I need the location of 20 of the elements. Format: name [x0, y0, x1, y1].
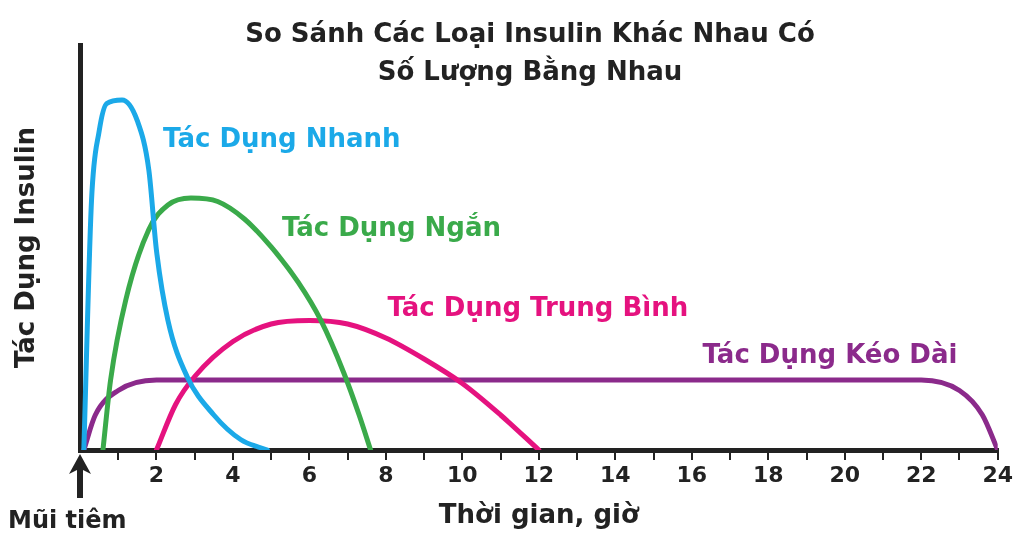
- x-tick-label: 22: [905, 461, 937, 487]
- x-tick-label: 16: [676, 461, 708, 487]
- x-tick-label: 20: [829, 461, 861, 487]
- text: Mũi tiêm: [8, 506, 127, 535]
- x-tick-label: 8: [378, 461, 394, 487]
- chart-title: So Sánh Các Loại Insulin Khác Nhau Có Số Lượng Bằng Nhau: [244, 17, 816, 88]
- x-tick-label: 6: [301, 461, 318, 487]
- x-axis-title: Thời gian, giờ: [438, 499, 640, 530]
- x-tick-label: 4: [225, 461, 241, 487]
- x-tick-label: 18: [752, 461, 784, 487]
- series-label: Tác Dụng Kéo Dài: [702, 338, 958, 369]
- series-label: Tác Dụng Trung Bình: [387, 292, 689, 323]
- y-axis-title: Tác Dụng Insulin: [10, 126, 41, 369]
- x-tick-label: 2: [148, 461, 165, 487]
- x-tick-label: 24: [982, 461, 1013, 487]
- series-label: Tác Dụng Ngắn: [281, 211, 501, 242]
- x-tick-label: 10: [447, 461, 478, 487]
- series-label: Tác Dụng Nhanh: [163, 122, 401, 153]
- x-tick-label: 12: [523, 461, 555, 487]
- x-tick-label: 14: [600, 461, 631, 487]
